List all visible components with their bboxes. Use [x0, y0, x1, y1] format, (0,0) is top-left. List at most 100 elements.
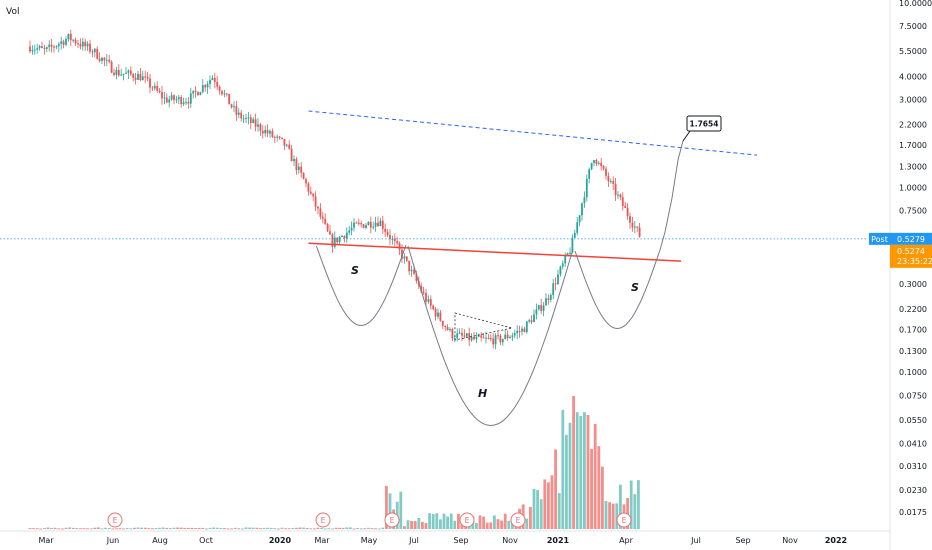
candle — [223, 89, 226, 98]
volume-bar — [212, 527, 215, 529]
volume-bar — [536, 489, 539, 529]
time-tick: Mar — [38, 536, 54, 545]
volume-bar — [190, 527, 194, 529]
volume-bar — [367, 527, 370, 529]
target-callout[interactable]: 1.7654 — [682, 115, 722, 142]
earnings-marker[interactable]: E — [459, 512, 475, 528]
volume-bar — [39, 528, 43, 530]
volume-bar — [446, 516, 449, 529]
left-shoulder-curve[interactable] — [315, 244, 407, 327]
candle — [38, 44, 41, 51]
candle — [585, 174, 588, 202]
candle — [146, 71, 149, 82]
volume-bar — [611, 503, 615, 529]
volume-bar — [482, 516, 485, 529]
candle — [221, 90, 223, 96]
volume-bar — [403, 526, 406, 529]
candle — [137, 70, 139, 81]
volume-bar — [71, 527, 75, 529]
candle — [307, 181, 310, 196]
volume-bar — [619, 484, 622, 529]
candle — [497, 331, 499, 340]
drawings-layer — [0, 110, 868, 427]
earnings-marker[interactable]: E — [107, 512, 123, 528]
candle — [444, 325, 447, 332]
time-tick: Jul — [408, 536, 419, 545]
candle — [81, 37, 84, 51]
volume-bar — [547, 482, 550, 529]
candle — [576, 216, 579, 236]
candle — [425, 289, 427, 306]
candle — [631, 216, 634, 232]
candle — [218, 85, 221, 95]
volume-bar — [154, 528, 158, 530]
candle — [230, 103, 233, 109]
candle — [569, 247, 571, 256]
time-axis[interactable]: Mar Jun Aug Oct 2020 Mar May Jul Sep Nov 2021 Apr Ju… — [38, 536, 847, 545]
volume-bar — [374, 528, 377, 530]
volume-bar — [583, 412, 586, 529]
volume-bar — [82, 528, 86, 530]
earnings-marker[interactable]: E — [510, 512, 526, 528]
volume-bar — [262, 527, 266, 529]
candle — [489, 334, 492, 342]
time-tick: Mar — [314, 536, 330, 545]
candle — [113, 68, 115, 77]
candle — [134, 72, 137, 85]
resistance-line[interactable] — [308, 110, 758, 156]
candle — [245, 114, 247, 124]
volume-bar — [359, 528, 363, 530]
price-tick: 0.0550 — [899, 416, 927, 425]
right-shoulder-curve[interactable] — [574, 140, 684, 330]
volume-bar — [122, 528, 125, 530]
candle — [127, 69, 130, 79]
candle — [209, 75, 211, 89]
head-curve[interactable] — [407, 245, 574, 427]
volume-bar — [223, 528, 226, 530]
price-tick: 0.1700 — [899, 326, 927, 335]
price-axis[interactable]: 10.0000 7.5000 5.5000 4.0000 3.0000 2.2000 1.7… — [869, 0, 932, 550]
candle — [381, 215, 384, 234]
earnings-marker-label: E — [113, 516, 118, 525]
volume-bar — [313, 528, 316, 530]
candle — [360, 220, 363, 228]
last-price-value: 0.5274 — [897, 247, 925, 256]
time-tick: Aug — [152, 536, 168, 545]
volume-bar — [28, 528, 32, 530]
volume-bar — [179, 527, 183, 529]
candle — [456, 328, 459, 342]
volume-bar — [205, 528, 208, 530]
price-tick: 2.2000 — [899, 120, 927, 129]
candle — [84, 38, 87, 51]
candle — [189, 87, 192, 108]
candle — [93, 48, 96, 58]
candle — [105, 54, 108, 67]
earnings-marker[interactable]: E — [315, 512, 331, 528]
volume-bar — [475, 522, 478, 529]
candle — [242, 114, 245, 124]
candle — [41, 41, 43, 49]
volume-bar — [381, 527, 385, 529]
earnings-marker[interactable]: E — [384, 512, 400, 528]
volume-bar — [597, 446, 601, 529]
volume-bar — [370, 528, 374, 530]
neckline-line[interactable] — [308, 242, 682, 262]
volume-bar — [557, 493, 561, 529]
volume-bar — [543, 479, 547, 529]
volume-bar — [331, 528, 334, 530]
candle — [499, 333, 502, 346]
candle — [139, 68, 142, 81]
candle — [525, 320, 528, 334]
candle — [638, 222, 641, 238]
earnings-marker[interactable]: E — [616, 512, 632, 528]
candle — [50, 38, 53, 53]
candle — [103, 56, 106, 67]
price-tick: 0.0410 — [899, 440, 927, 449]
volume-bar — [579, 415, 583, 529]
candle — [636, 226, 639, 233]
candle — [607, 172, 610, 187]
triangle-drawing[interactable] — [454, 312, 513, 341]
candle — [523, 326, 526, 333]
